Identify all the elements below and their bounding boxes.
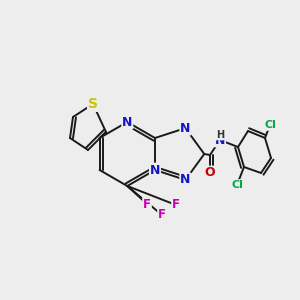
- Text: F: F: [143, 197, 151, 211]
- Text: N: N: [215, 134, 225, 146]
- Text: N: N: [122, 116, 133, 128]
- Text: Cl: Cl: [231, 180, 243, 190]
- Text: H: H: [216, 130, 224, 140]
- Text: N: N: [180, 173, 190, 186]
- Text: F: F: [172, 199, 180, 212]
- Text: N: N: [180, 122, 190, 135]
- Text: S: S: [88, 97, 98, 111]
- Text: O: O: [205, 167, 215, 179]
- Text: F: F: [158, 208, 166, 221]
- Text: Cl: Cl: [264, 120, 276, 130]
- Text: N: N: [150, 164, 160, 176]
